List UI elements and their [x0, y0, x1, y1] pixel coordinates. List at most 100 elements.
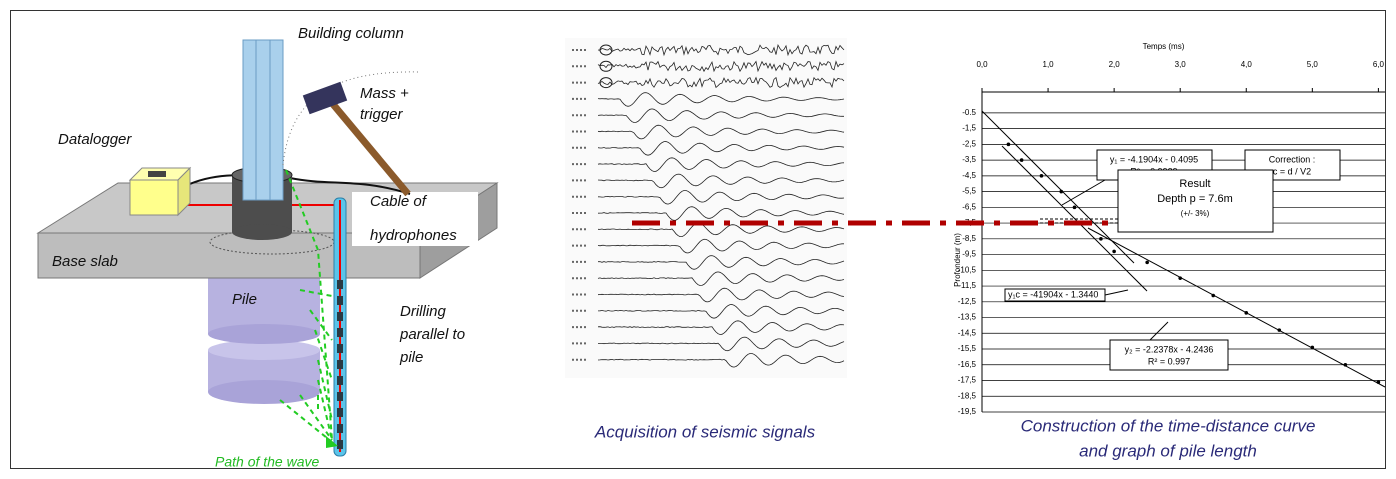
channel-marker	[599, 60, 613, 72]
fit-line	[1001, 145, 1148, 292]
caption: Construction of the time-distance curve	[1021, 416, 1316, 435]
annotation: Correction :	[1269, 154, 1316, 164]
result: Result	[1179, 178, 1210, 190]
seismic-trace	[597, 76, 845, 89]
y-tick-label: -14,5	[958, 328, 977, 337]
swing-path	[282, 71, 421, 166]
datalogger-display	[148, 171, 166, 177]
data-point	[1145, 260, 1149, 265]
x-tick-label: 6,0	[1373, 60, 1385, 69]
annotation: y₁c = -41904x - 1.3440	[1008, 289, 1098, 299]
annotation-box	[1004, 288, 1106, 302]
leader	[1061, 179, 1106, 206]
caption: Acquisition of seismic signals	[594, 422, 816, 441]
fit-line	[1087, 227, 1386, 388]
hydrophones	[337, 280, 343, 449]
y-tick-label: -19,5	[958, 407, 977, 416]
x-tick-label: 1,0	[1043, 60, 1055, 69]
y-tick-label: -18,5	[958, 391, 977, 400]
y-tick-label: -6,5	[962, 202, 976, 211]
seismic-trace	[597, 222, 845, 237]
data-point	[1006, 142, 1011, 147]
annotation: R² = 0.997	[1148, 356, 1190, 366]
seismic-trace	[597, 124, 845, 140]
y-tick-label: -17,5	[958, 376, 977, 385]
annotation: c = d / V2	[1273, 166, 1311, 176]
y-tick-label: -0.5	[962, 108, 976, 117]
label: Drilling	[400, 303, 447, 320]
y-tick-label: -2,5	[962, 139, 976, 148]
seismic-trace	[597, 43, 845, 57]
annotation-box	[1244, 149, 1341, 181]
seismic-trace	[597, 60, 845, 73]
seismic-trace	[597, 320, 845, 335]
label: Datalogger	[58, 131, 132, 148]
annotation: y₂ = -2.2378x - 4.2436	[1125, 344, 1214, 354]
seismic-record	[565, 38, 847, 378]
x-axis-label: Temps (ms)	[1143, 42, 1185, 51]
record-background	[565, 38, 847, 378]
seismic-trace	[597, 255, 845, 270]
wave-paths	[279, 169, 333, 443]
label: trigger	[360, 106, 404, 123]
label: Mass +	[360, 85, 409, 102]
y-tick-label: -4,5	[962, 171, 976, 180]
label: parallel to	[399, 326, 465, 343]
y-tick-label: -16,5	[958, 360, 977, 369]
pile-cap	[232, 224, 292, 240]
y-tick-label: -1,5	[962, 124, 976, 133]
datalogger-side	[177, 166, 191, 217]
data-point	[1072, 205, 1077, 210]
seismic-trace	[597, 190, 845, 205]
label-background	[352, 192, 478, 246]
seismic-trace	[597, 206, 845, 221]
seismic-trace	[597, 157, 845, 172]
seismic-trace	[597, 336, 845, 352]
label: Base slab	[52, 253, 118, 270]
label: pile	[399, 349, 423, 366]
data-point	[1112, 249, 1116, 254]
seismic-trace	[597, 173, 845, 189]
result: (+/- 3%)	[1181, 209, 1210, 218]
y-tick-label: -12,5	[958, 297, 977, 306]
hammer-handle	[329, 100, 411, 197]
fit-line	[981, 110, 1135, 264]
result: Depth p = 7.6m	[1157, 193, 1233, 205]
data-point	[1099, 237, 1103, 241]
y-tick-label: -3,5	[962, 155, 976, 164]
hammer-head	[302, 81, 348, 115]
building-column	[242, 39, 284, 201]
graph-annotations: y₁ = -4.1904x - 0.4095 R² = 0.9929 Corre…	[981, 110, 1386, 388]
seismic-trace	[597, 238, 844, 254]
frame	[10, 10, 1386, 469]
label: Path of the wave	[215, 454, 320, 470]
pile-bottom	[208, 380, 320, 404]
annotation-box	[1109, 339, 1229, 371]
seismic-trace	[597, 287, 845, 303]
x-tick-label: 4,0	[1241, 60, 1253, 69]
x-tick-label: 2,0	[1109, 60, 1121, 69]
seismic-trace	[597, 108, 844, 123]
channel-marker	[599, 44, 613, 56]
leader	[1149, 321, 1169, 341]
pile-edge	[208, 340, 320, 360]
seismic-trace	[597, 92, 845, 107]
label: Cable of	[370, 193, 428, 210]
x-tick-label: 3,0	[1175, 60, 1187, 69]
label: hydrophones	[370, 227, 457, 244]
data-point	[1039, 174, 1044, 178]
y-tick-label: -9,5	[962, 250, 976, 259]
arrow-head	[326, 436, 338, 448]
label: Building column	[298, 25, 404, 42]
illustration: Building column Mass + trigger Datalogge…	[36, 25, 499, 470]
y-tick-label: -5,5	[962, 187, 976, 196]
result-box	[1117, 169, 1274, 233]
seismic-trace	[597, 141, 845, 156]
x-tick-label: 0,0	[976, 60, 988, 69]
seismic-trace	[597, 271, 845, 286]
seismic-trace	[597, 353, 845, 368]
caption: and graph of pile length	[1079, 441, 1257, 460]
y-tick-label: -10,5	[958, 265, 977, 274]
pile-edge	[208, 324, 320, 344]
